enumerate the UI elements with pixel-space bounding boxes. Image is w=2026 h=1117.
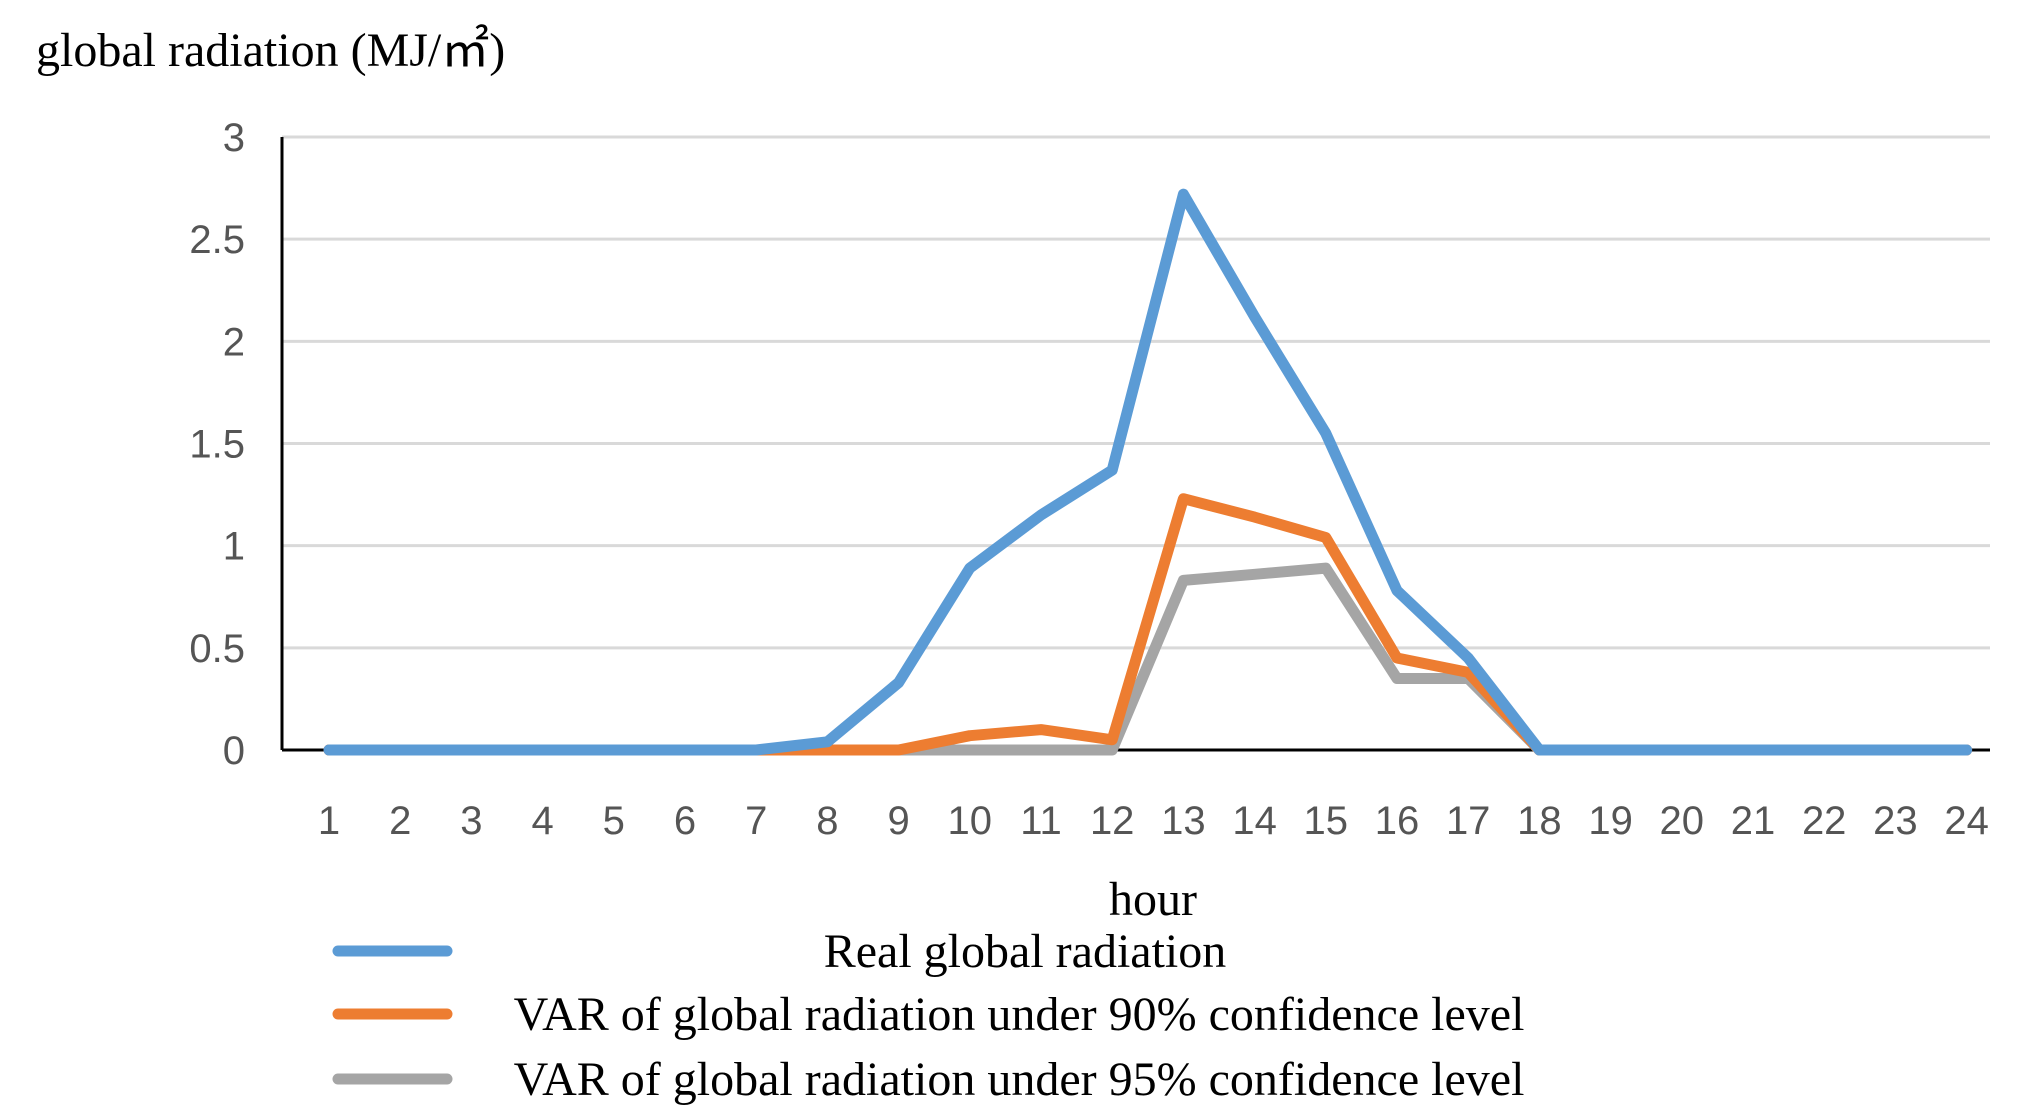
gridlines [282, 135, 1990, 650]
x-tick-label: 21 [1731, 799, 1776, 843]
x-tick-label: 17 [1446, 799, 1491, 843]
x-tick-label: 2 [389, 799, 411, 843]
y-tick-label: 3 [223, 116, 245, 160]
x-tick-label: 18 [1517, 799, 1562, 843]
x-tick-label: 22 [1802, 799, 1847, 843]
y-tick-label: 1.5 [189, 423, 245, 467]
x-tick-label: 19 [1588, 799, 1633, 843]
y-tick-label: 0.5 [189, 627, 245, 671]
y-tick-label: 2 [223, 320, 245, 364]
y-axis-title: global radiation (MJ/㎡) [36, 24, 505, 77]
x-tick-label: 8 [816, 799, 838, 843]
x-tick-labels: 1 2 3 4 5 6 7 8 9 10 11 12 13 14 15 16 17 18 19 20 21 22 23 24 [318, 799, 1989, 843]
x-tick-label: 10 [948, 799, 993, 843]
legend: Real global radiation VAR of global radia… [332, 925, 1525, 1106]
x-tick-label: 13 [1161, 799, 1206, 843]
x-tick-label: 20 [1660, 799, 1705, 843]
x-tick-label: 7 [745, 799, 767, 843]
y-tick-label: 2.5 [189, 218, 245, 262]
legend-label-1: Real global radiation [824, 925, 1227, 978]
x-tick-label: 14 [1232, 799, 1277, 843]
y-tick-labels: 0 0.5 1 1.5 2 2.5 3 [189, 116, 245, 773]
legend-label-3: VAR of global radiation under 95% confid… [514, 1053, 1525, 1106]
x-tick-label: 23 [1873, 799, 1918, 843]
x-tick-label: 1 [318, 799, 340, 843]
x-tick-label: 16 [1375, 799, 1420, 843]
x-tick-label: 12 [1090, 799, 1135, 843]
x-tick-label: 6 [674, 799, 696, 843]
x-tick-label: 15 [1304, 799, 1349, 843]
x-tick-label: 11 [1020, 799, 1062, 843]
y-tick-label: 1 [223, 525, 245, 569]
series-line-3 [323, 562, 1973, 756]
series-line-1 [323, 188, 1973, 756]
y-tick-label: 0 [223, 729, 245, 773]
x-tick-label: 5 [603, 799, 625, 843]
series-lines [323, 188, 1973, 756]
x-tick-label: 24 [1944, 799, 1989, 843]
x-axis-title: hour [1109, 873, 1197, 926]
x-tick-label: 3 [460, 799, 482, 843]
series-line-2 [323, 493, 1973, 756]
x-tick-label: 4 [531, 799, 553, 843]
x-tick-label: 9 [887, 799, 909, 843]
legend-label-2: VAR of global radiation under 90% confid… [514, 988, 1525, 1041]
